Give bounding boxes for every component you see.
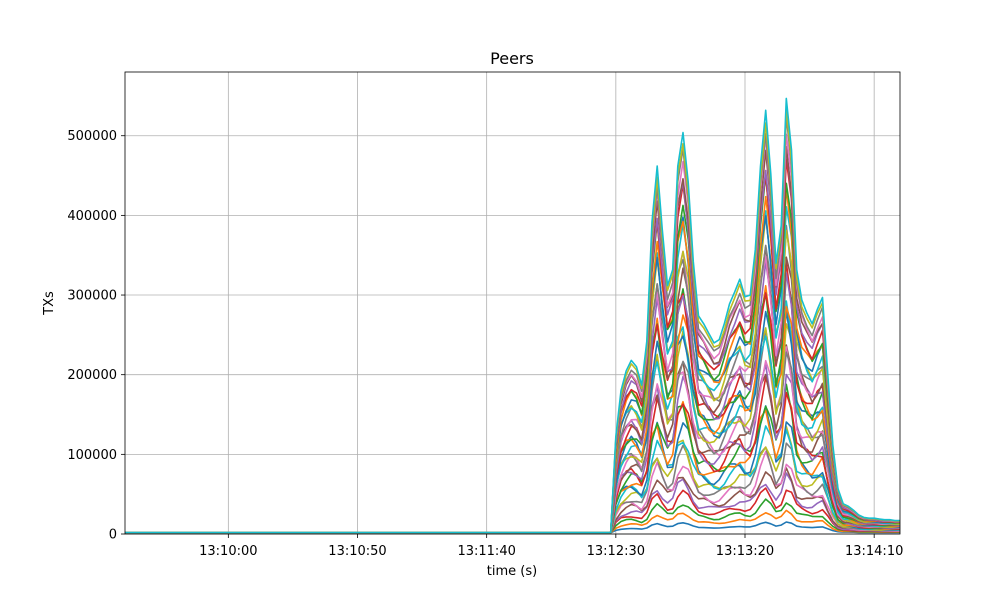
chart-title: Peers (490, 49, 534, 68)
y-tick-label: 100000 (67, 448, 117, 463)
series-line (125, 509, 900, 534)
x-tick-label: 13:12:30 (587, 544, 645, 559)
y-tick-label: 400000 (67, 209, 117, 224)
series-line (125, 472, 901, 534)
series-line (125, 323, 901, 534)
series-line (125, 521, 900, 534)
x-axis-ticks: 13:10:00 13:10:50 13:11:40 13:12:30 13:13:20… (199, 534, 903, 559)
y-axis-ticks: 0 100000 200000 300000 400000 500000 (67, 129, 125, 543)
x-tick-label: 13:10:50 (328, 544, 386, 559)
series-line (125, 498, 900, 534)
y-tick-label: 300000 (67, 289, 117, 304)
y-tick-label: 200000 (67, 368, 117, 383)
series-line (125, 442, 901, 534)
y-axis-label: TXs (42, 291, 57, 316)
series-line (125, 97, 900, 534)
series-line (125, 487, 901, 534)
y-tick-label: 500000 (67, 129, 117, 144)
y-tick-label: 0 (109, 528, 117, 543)
x-tick-label: 13:13:20 (716, 544, 774, 559)
x-axis-label: time (s) (487, 564, 537, 579)
x-tick-label: 13:14:10 (845, 544, 903, 559)
x-tick-label: 13:10:00 (199, 544, 257, 559)
series-group (125, 97, 901, 534)
plot-frame (124, 71, 901, 535)
x-tick-label: 13:11:40 (457, 544, 515, 559)
